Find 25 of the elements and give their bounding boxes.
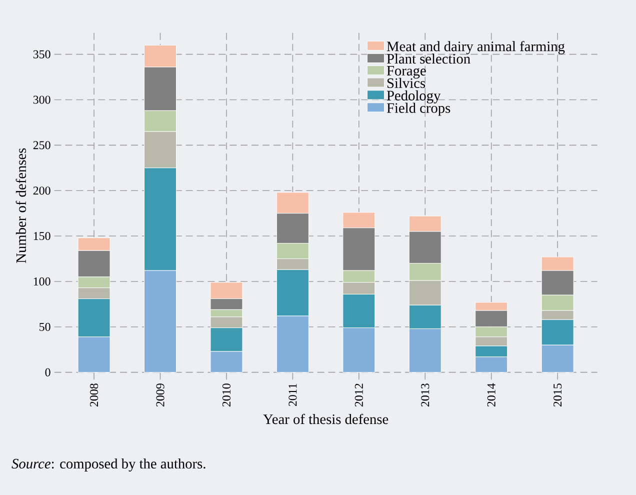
y-tick-label: 300 xyxy=(33,96,50,104)
legend-label: Plant selection xyxy=(386,54,470,64)
y-tick-label: 0 xyxy=(45,368,50,376)
legend-label: Forage xyxy=(386,66,426,79)
text: Source: composed by the authors. xyxy=(12,458,206,472)
x-tick-label: 2008 xyxy=(90,384,98,406)
x-tick-label: 2014 xyxy=(487,383,496,406)
x-tick-label: 2015 xyxy=(554,384,562,406)
legend-label: Pedology xyxy=(386,90,441,104)
x-axis-title: Year of thesis defense xyxy=(263,414,388,424)
x-tick-label: 2010 xyxy=(222,384,231,406)
y-tick-label: 200 xyxy=(33,186,50,195)
y-tick-label: 50 xyxy=(40,322,50,331)
y-tick-label: 100 xyxy=(34,277,50,286)
x-tick-label: 2011 xyxy=(288,384,297,406)
y-tick-label: 250 xyxy=(33,141,50,150)
legend-label: Silvics xyxy=(387,78,426,88)
x-tick-label: 2009 xyxy=(156,384,164,406)
legend-label: Field crops xyxy=(386,102,450,116)
x-tick-label: 2013 xyxy=(421,384,430,406)
y-tick-label: 350 xyxy=(33,50,50,58)
y-tick-label: 150 xyxy=(34,232,50,240)
y-axis-title: Number of defenses xyxy=(16,148,26,263)
legend-label: Meat and dairy animal farming xyxy=(386,41,565,54)
x-tick-label: 2012 xyxy=(354,384,363,406)
